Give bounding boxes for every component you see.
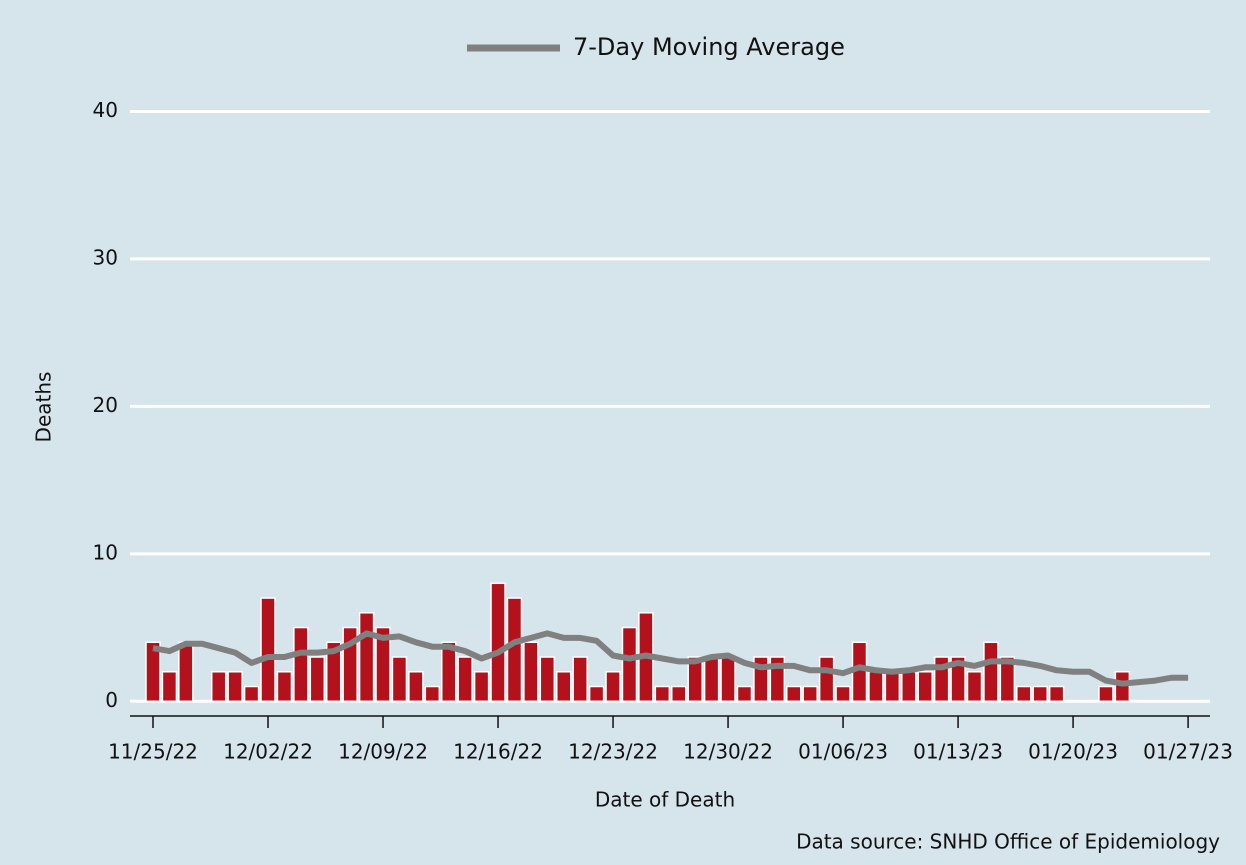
bar [671,685,687,703]
bar [736,685,753,703]
bar [1016,685,1032,703]
bar [868,671,884,703]
bar [983,641,999,703]
bar [818,656,835,703]
bar [901,671,917,703]
bar [523,641,539,703]
x-tick-label: 01/06/23 [798,740,888,764]
bar [802,685,818,703]
bar [950,656,966,703]
bar [490,582,506,703]
legend-label: 7-Day Moving Average [573,33,845,61]
bar [884,671,901,703]
x-tick-label: 01/27/23 [1143,740,1233,764]
y-tick-label: 40 [93,98,118,122]
y-tick-label: 10 [93,540,118,564]
x-tick-label: 12/16/22 [453,740,543,764]
bar [375,626,391,703]
bar [391,656,408,703]
bar [293,626,309,703]
bar [424,685,441,703]
y-tick-label: 30 [93,245,118,269]
bar [325,641,342,703]
bar [440,641,457,703]
bar [506,597,523,703]
bar [309,656,326,703]
bar [1032,685,1048,703]
bar [227,671,243,703]
bar [178,641,194,703]
bar [621,626,638,703]
bar [243,685,260,703]
bar [605,671,621,703]
x-tick-label: 12/30/22 [683,740,773,764]
bar [1098,685,1114,703]
bar [835,685,851,703]
bar [654,685,671,703]
y-tick-label: 0 [105,688,118,712]
moving-average-line [152,630,1189,687]
bar [210,671,227,703]
bar [999,656,1016,703]
y-axis-title: Deaths [32,372,56,443]
x-tick-label: 12/09/22 [338,740,428,764]
bar [260,597,276,703]
bar [145,641,161,703]
bar [703,656,720,703]
bar [588,685,605,703]
bar [786,685,802,703]
bar [539,656,556,703]
bar [917,671,933,703]
bar [276,671,293,703]
bar [572,656,588,703]
x-tick-label: 11/25/22 [108,740,198,764]
bar [161,671,178,703]
bar [1048,685,1065,703]
x-tick-label: 01/20/23 [1028,740,1118,764]
bar [358,612,375,703]
x-tick-label: 01/13/23 [913,740,1003,764]
bar [556,671,572,703]
source-note: Data source: SNHD Office of Epidemiology [796,830,1220,854]
bar [966,671,983,703]
y-tick-label: 20 [93,393,118,417]
x-tick-label: 12/02/22 [223,740,313,764]
bar [473,671,490,703]
bar [720,656,736,703]
x-tick-label: 12/23/22 [568,740,658,764]
bar [687,656,703,703]
bar [408,671,424,703]
x-axis-title: Date of Death [595,788,735,812]
bar [457,656,473,703]
